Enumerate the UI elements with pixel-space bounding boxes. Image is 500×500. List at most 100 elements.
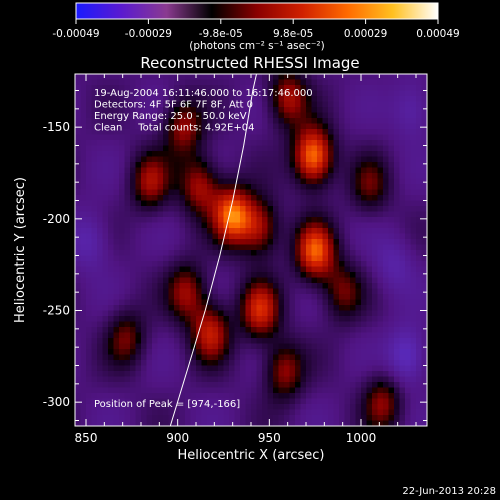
heatmap-cell: [394, 162, 400, 168]
heatmap-cell: [157, 371, 164, 377]
heatmap-cell: [97, 145, 103, 152]
heatmap-cell: [344, 85, 351, 91]
heatmap-cell: [361, 283, 367, 289]
heatmap-cell: [289, 327, 296, 333]
heatmap-cell: [328, 96, 334, 102]
heatmap-cell: [108, 107, 114, 113]
heatmap-cell: [256, 167, 263, 174]
heatmap-cell: [328, 123, 334, 130]
heatmap-cell: [135, 151, 142, 157]
heatmap-cell: [152, 321, 158, 328]
heatmap-cell: [306, 217, 312, 223]
heatmap-cell: [355, 217, 362, 223]
heatmap-cell: [240, 195, 246, 201]
heatmap-cell: [75, 316, 81, 322]
heatmap-cell: [394, 85, 400, 91]
heatmap-cell: [108, 162, 114, 168]
heatmap-cell: [174, 376, 180, 383]
heatmap-cell: [207, 365, 213, 372]
heatmap-cell: [300, 74, 307, 80]
heatmap-cell: [416, 382, 422, 388]
heatmap-cell: [300, 382, 307, 388]
heatmap-cell: [97, 195, 103, 201]
heatmap-cell: [174, 200, 180, 207]
heatmap-cell: [130, 404, 136, 410]
heatmap-cell: [284, 321, 290, 328]
heatmap-cell: [223, 371, 230, 377]
heatmap-cell: [372, 288, 378, 295]
heatmap-cell: [108, 354, 114, 361]
heatmap-cell: [130, 382, 136, 388]
heatmap-cell: [262, 189, 268, 196]
heatmap-cell: [201, 178, 208, 185]
heatmap-cell: [339, 101, 345, 108]
heatmap-cell: [366, 327, 373, 333]
heatmap-cell: [333, 299, 340, 306]
heatmap-cell: [108, 178, 114, 185]
heatmap-cell: [86, 255, 92, 262]
heatmap-cell: [135, 90, 142, 97]
heatmap-cell: [130, 101, 136, 108]
heatmap-cell: [80, 101, 87, 108]
heatmap-cell: [91, 338, 98, 344]
heatmap-cell: [207, 305, 213, 311]
heatmap-cell: [124, 272, 131, 278]
heatmap-cell: [317, 167, 323, 174]
heatmap-cell: [399, 266, 406, 273]
heatmap-cell: [355, 376, 362, 383]
heatmap-cell: [405, 184, 411, 190]
heatmap-cell: [135, 299, 142, 306]
heatmap-cell: [306, 310, 312, 317]
heatmap-cell: [75, 200, 81, 207]
heatmap-cell: [399, 393, 406, 399]
heatmap-cell: [383, 338, 389, 344]
x-axis-label: Heliocentric X (arcsec): [178, 448, 325, 463]
heatmap-cell: [405, 415, 411, 421]
heatmap-cell: [218, 305, 224, 311]
heatmap-cell: [405, 85, 411, 91]
heatmap-cell: [339, 184, 345, 190]
heatmap-cell: [245, 349, 252, 355]
heatmap-cell: [201, 134, 208, 141]
heatmap-cell: [141, 393, 147, 399]
heatmap-cell: [152, 266, 158, 273]
heatmap-cell: [273, 420, 279, 426]
heatmap-cell: [201, 365, 208, 372]
heatmap-cell: [75, 233, 81, 240]
heatmap-cell: [157, 332, 164, 339]
heatmap-cell: [185, 277, 191, 284]
heatmap-cell: [102, 222, 109, 229]
heatmap-cell: [394, 288, 400, 295]
heatmap-cell: [366, 173, 373, 179]
heatmap-cell: [240, 239, 246, 245]
heatmap-cell: [361, 228, 367, 234]
heatmap-cell: [372, 294, 378, 300]
heatmap-cell: [185, 393, 191, 399]
heatmap-cell: [273, 211, 279, 218]
heatmap-cell: [416, 244, 422, 251]
heatmap-cell: [410, 189, 417, 196]
heatmap-cell: [405, 250, 411, 256]
heatmap-cell: [372, 112, 378, 119]
heatmap-cell: [295, 112, 301, 119]
heatmap-cell: [311, 101, 318, 108]
heatmap-cell: [179, 184, 186, 190]
heatmap-cell: [273, 90, 279, 97]
heatmap-cell: [383, 305, 389, 311]
heatmap-cell: [284, 371, 290, 377]
heatmap-cell: [399, 420, 406, 426]
heatmap-cell: [163, 250, 169, 256]
heatmap-cell: [267, 305, 274, 311]
heatmap-cell: [113, 277, 120, 284]
heatmap-cell: [80, 79, 87, 86]
heatmap-cell: [102, 398, 109, 405]
heatmap-cell: [108, 299, 114, 306]
heatmap-cell: [223, 167, 230, 174]
heatmap-cell: [311, 409, 318, 416]
heatmap-cell: [102, 404, 109, 410]
heatmap-cell: [295, 156, 301, 163]
heatmap-cell: [295, 173, 301, 179]
heatmap-cell: [273, 173, 279, 179]
heatmap-cell: [350, 145, 356, 152]
heatmap-cell: [157, 415, 164, 421]
